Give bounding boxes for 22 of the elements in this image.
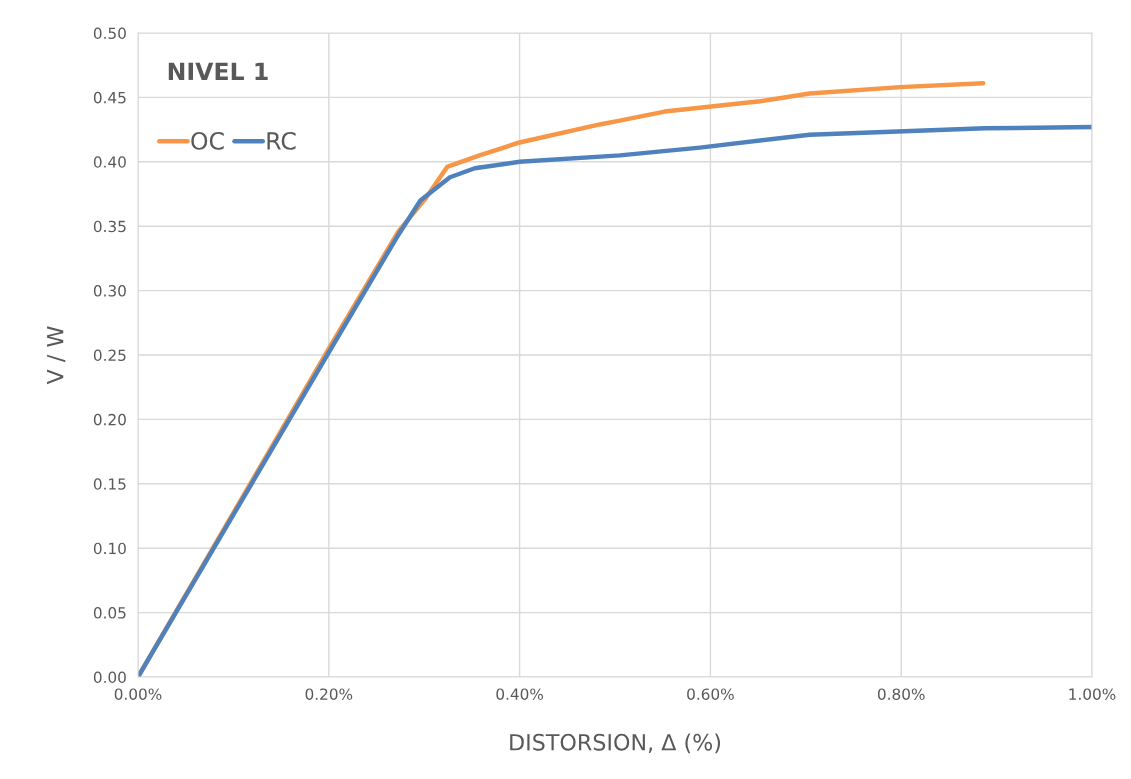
- y-tick-label: 0.00: [93, 671, 126, 684]
- legend-label: OC: [191, 131, 224, 150]
- y-tick-label: 0.20: [93, 413, 126, 426]
- y-tick-label: 0.45: [93, 91, 126, 104]
- y-tick-label: 0.40: [93, 156, 126, 168]
- y-tick-label: 0.05: [93, 607, 126, 619]
- y-tick-label: 0.35: [93, 220, 126, 233]
- x-axis-title: DISTORSION, Δ (%): [510, 733, 721, 754]
- x-tick-label: 0.80%: [877, 688, 925, 700]
- y-axis-title: V / W: [47, 326, 66, 385]
- y-tick-label: 0.25: [93, 349, 126, 362]
- x-tick-label: 0.20%: [305, 688, 353, 700]
- y-tick-label: 0.30: [93, 285, 126, 297]
- legend-label: RC: [267, 131, 296, 150]
- text: NIVEL 1: [168, 62, 268, 80]
- x-tick-label: 0.40%: [496, 688, 544, 700]
- y-tick-label: 0.15: [93, 478, 126, 490]
- y-tick-label: 0.10: [93, 542, 126, 555]
- x-tick-label: 0.60%: [687, 688, 734, 700]
- x-tick-label: 1.00%: [1069, 688, 1116, 700]
- y-tick-label: 0.50: [93, 27, 126, 40]
- x-tick-label: 0.00%: [114, 688, 162, 700]
